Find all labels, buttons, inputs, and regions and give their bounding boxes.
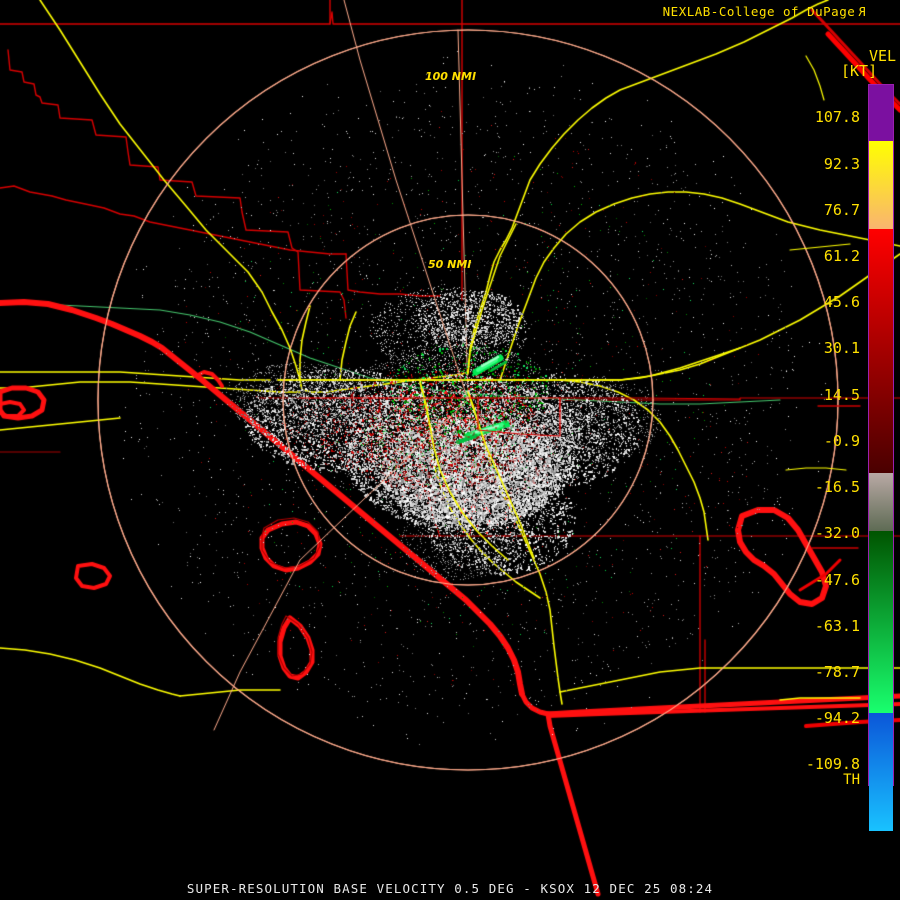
colorbar-gradient-stack xyxy=(869,85,893,884)
colorbar-segment-yellow-orange xyxy=(869,141,893,229)
colorbar-threshold-label: TH xyxy=(843,772,860,788)
colorbar-segment-green-ramp xyxy=(869,531,893,713)
range-ring-label-100: 100 NMI xyxy=(425,70,477,83)
colorbar-segment-threshold-black xyxy=(869,831,893,884)
colorbar-segment-gray-neutral xyxy=(869,473,893,531)
colorbar-tick-6: 14.5 xyxy=(823,386,860,404)
attribution-header: NEXLAB-College of DuPage R xyxy=(663,4,866,19)
colorbar-tick-1: 92.3 xyxy=(823,155,860,173)
velocity-colorbar xyxy=(868,84,894,884)
colorbar-segment-blue-cyan xyxy=(869,713,893,831)
colorbar-tick-9: -32.0 xyxy=(814,524,860,542)
colorbar-segment-red-darkred xyxy=(869,229,893,473)
attribution-text: NEXLAB-College of DuPage xyxy=(662,4,856,19)
colorbar-tick-5: 30.1 xyxy=(823,339,860,357)
dupage-logo-icon: R xyxy=(858,5,866,19)
legend-units-label: [KT] xyxy=(841,62,878,80)
colorbar-tick-4: 45.6 xyxy=(823,293,860,311)
legend-quantity-label: VEL xyxy=(869,47,897,65)
colorbar-tick-12: -78.7 xyxy=(814,663,860,681)
colorbar-tick-7: -0.9 xyxy=(823,432,860,450)
colorbar-tick-3: 61.2 xyxy=(823,247,860,265)
colorbar-tick-14: -109.8 xyxy=(805,755,860,773)
colorbar-tick-0: 107.8 xyxy=(814,108,860,126)
product-footer-title: SUPER-RESOLUTION BASE VELOCITY 0.5 DEG -… xyxy=(186,881,714,896)
colorbar-segment-purple-extreme xyxy=(869,85,893,141)
colorbar-tick-8: -16.5 xyxy=(814,478,860,496)
range-ring-label-50: 50 NMI xyxy=(428,258,472,271)
colorbar-tick-13: -94.2 xyxy=(814,709,860,727)
colorbar-tick-11: -63.1 xyxy=(814,617,860,635)
colorbar-tick-10: -47.6 xyxy=(814,571,860,589)
colorbar-tick-2: 76.7 xyxy=(823,201,860,219)
